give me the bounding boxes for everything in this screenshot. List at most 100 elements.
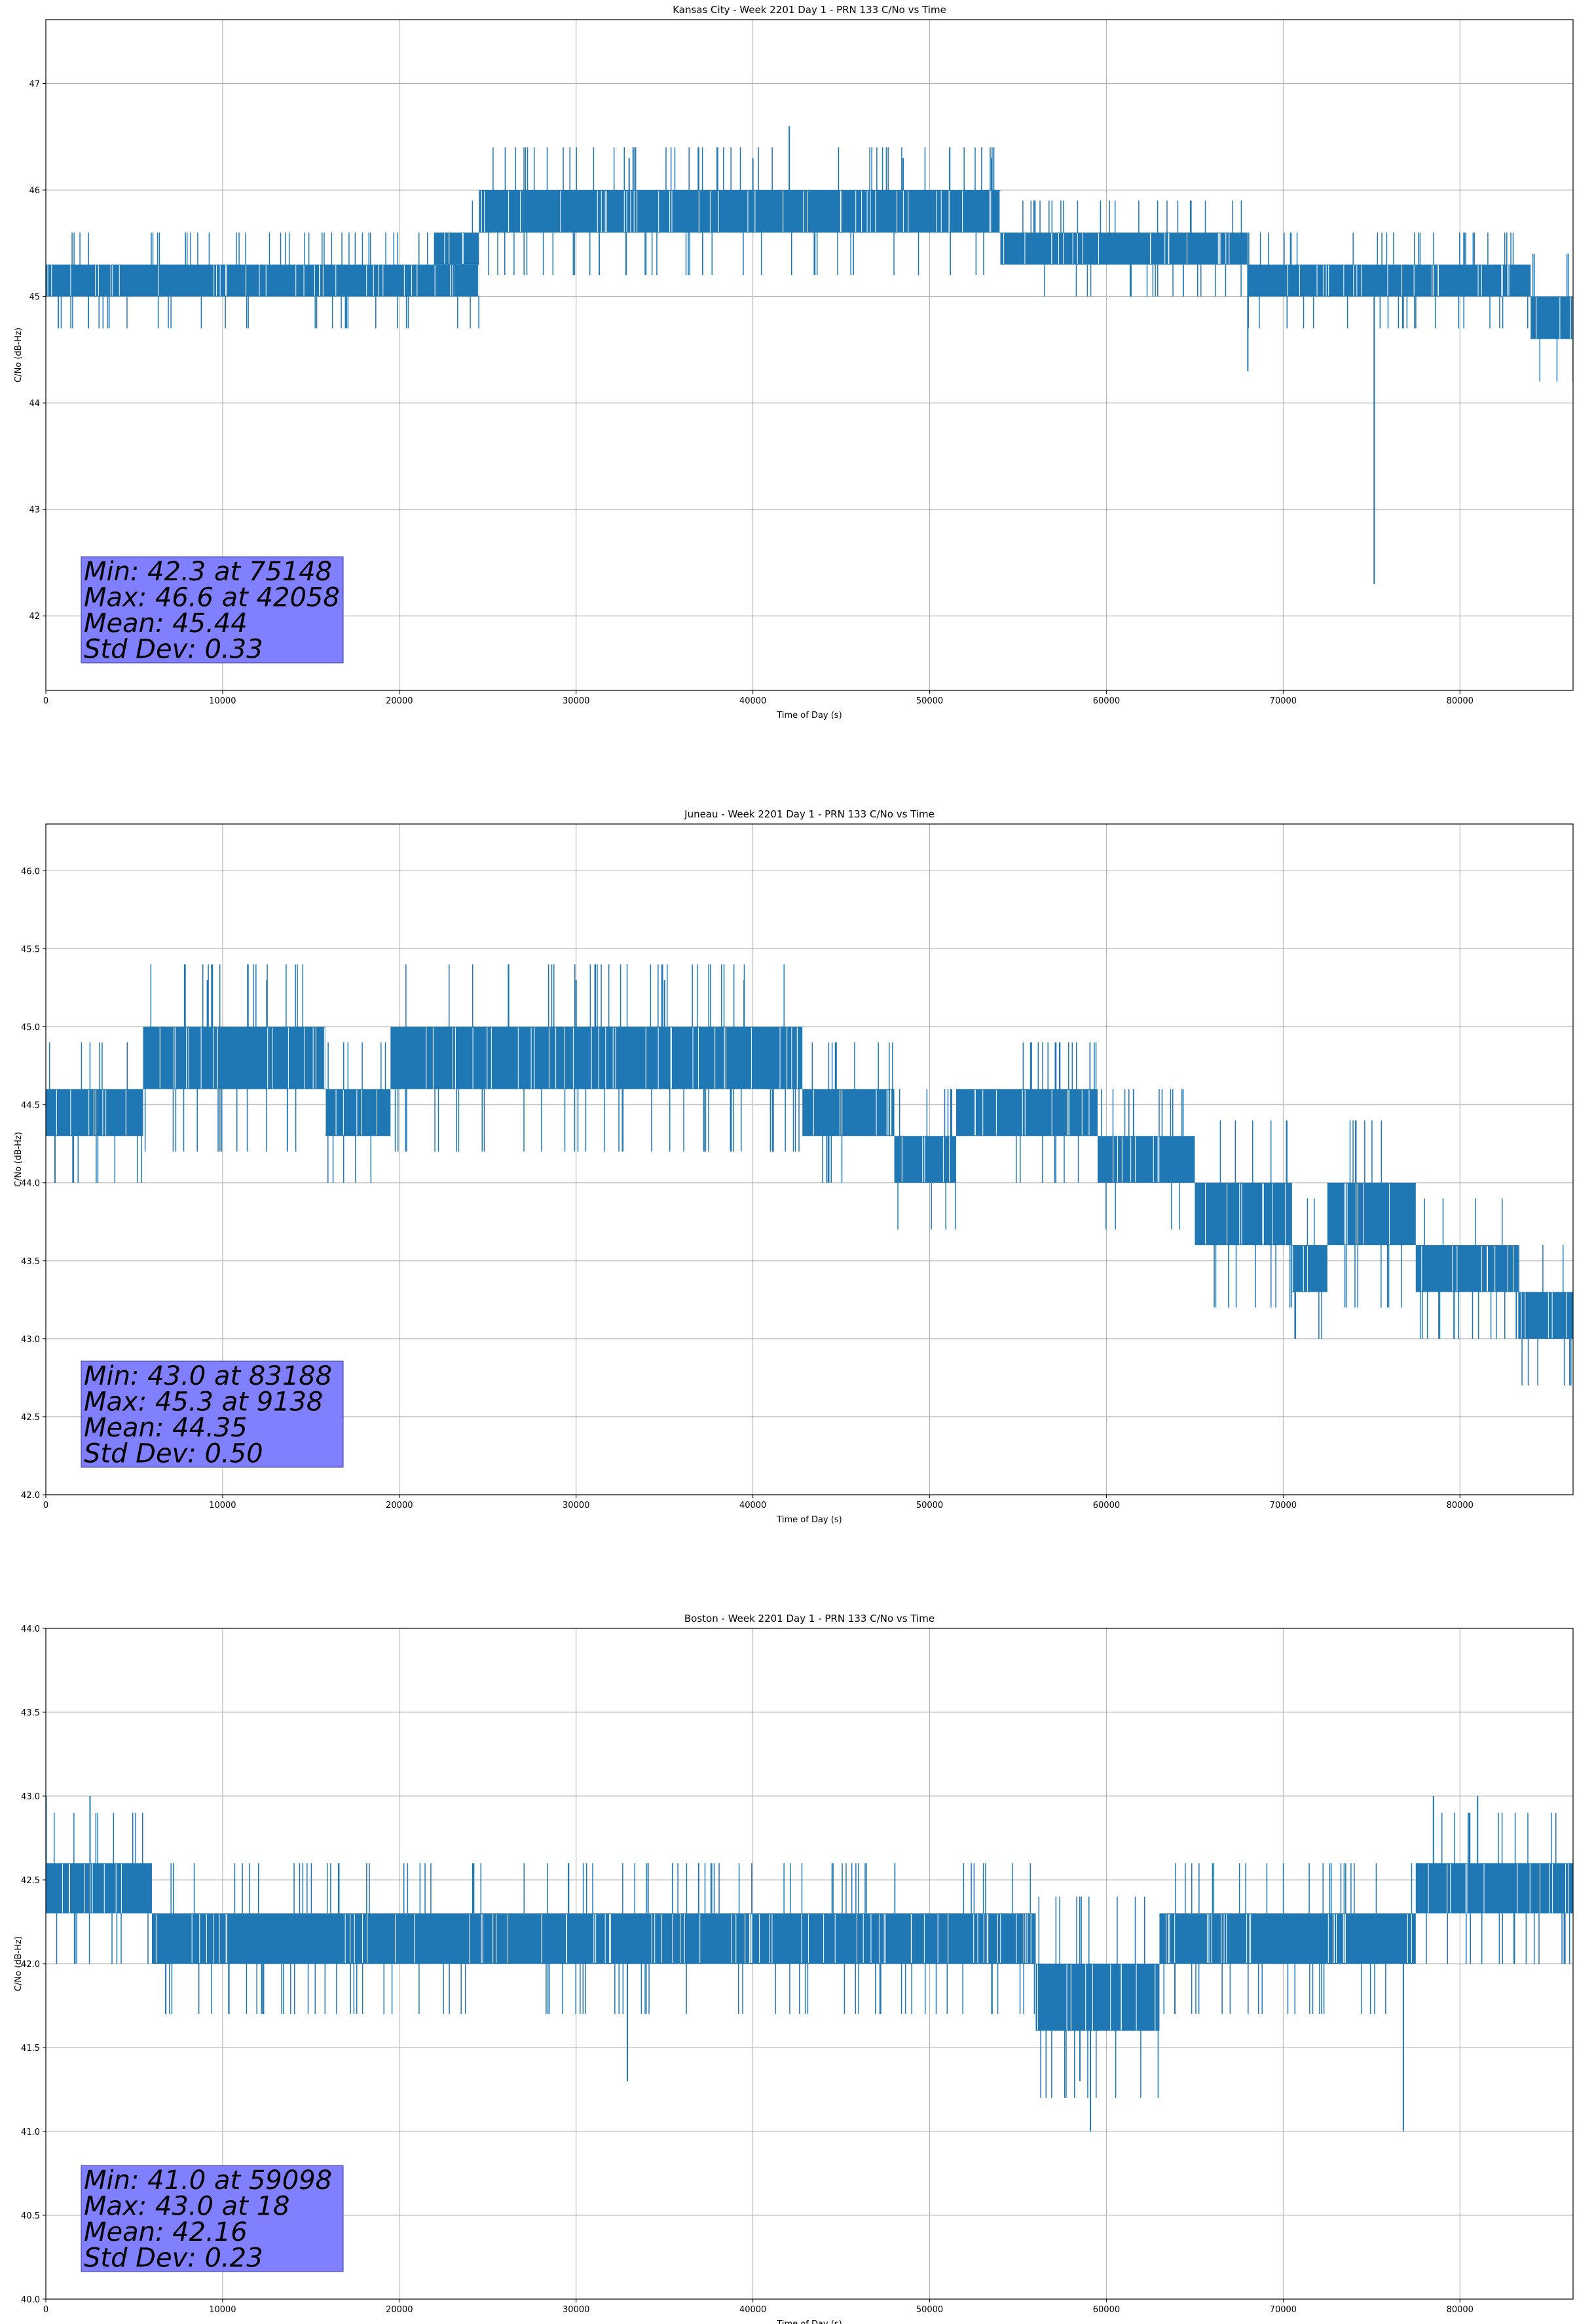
series-band <box>1518 1292 1573 1339</box>
y-tick-label: 44.0 <box>21 1624 40 1634</box>
kansas-city-x-axis-label: Time of Day (s) <box>776 711 842 721</box>
juneau-x-axis-label: Time of Day (s) <box>776 1515 842 1525</box>
series-band <box>1415 1245 1519 1292</box>
stats-mean-text: Mean: 42.16 <box>84 2217 248 2247</box>
x-tick-label: 20000 <box>386 2305 413 2315</box>
x-tick-label: 50000 <box>916 2305 943 2315</box>
series-band <box>1195 1182 1292 1245</box>
y-tick-label: 43.5 <box>21 1708 40 1718</box>
x-tick-label: 10000 <box>209 696 236 706</box>
series-band <box>46 1863 152 1914</box>
kansas-city-chart: 0 10000 20000 30000 40000 50000 60000 70000 8000… <box>14 4 1574 721</box>
series-band <box>956 1089 1098 1136</box>
y-tick-label: 45.0 <box>21 1023 40 1033</box>
boston-series <box>46 1796 1573 2131</box>
x-tick-label: 60000 <box>1093 2305 1120 2315</box>
kansas-city-series <box>46 126 1573 584</box>
y-tick-label: 40.0 <box>21 2295 40 2305</box>
stats-box-background <box>81 2165 344 2272</box>
x-tick-label: 30000 <box>563 696 589 706</box>
y-tick-label: 46.0 <box>21 867 40 876</box>
y-tick-label: 45.5 <box>21 945 40 955</box>
series-band <box>1531 296 1573 339</box>
stats-std-text: Std Dev: 0.23 <box>84 2243 263 2274</box>
y-tick-label: 44 <box>29 399 40 409</box>
y-tick-label: 41.0 <box>21 2127 40 2137</box>
y-tick-label: 43.5 <box>21 1257 40 1267</box>
x-tick-label: 80000 <box>1447 2305 1474 2315</box>
x-tick-label: 50000 <box>916 696 943 706</box>
y-tick-label: 42.0 <box>21 1960 40 1970</box>
y-tick-label: 43.0 <box>21 1792 40 1802</box>
y-tick-label: 43.0 <box>21 1335 40 1345</box>
juneau-axes-frame <box>45 823 1574 1495</box>
boston-y-axis-label: C/No (dB-Hz) <box>14 1936 24 1991</box>
series-band <box>1327 1182 1416 1245</box>
x-tick-label: 50000 <box>916 1501 943 1510</box>
series-band <box>894 1136 957 1183</box>
x-tick-label: 60000 <box>1093 1501 1120 1510</box>
series-band <box>1159 1913 1416 1964</box>
kansas-city-y-axis-label: C/No (dB-Hz) <box>14 328 24 383</box>
series-band <box>213 1913 1036 1964</box>
series-band <box>523 190 1001 233</box>
stats-mean-text: Mean: 45.44 <box>84 609 248 639</box>
series-band <box>151 1913 214 1964</box>
y-tick-label: 42.0 <box>21 1491 40 1501</box>
stats-box-background <box>81 1360 344 1468</box>
series-band <box>390 1026 803 1089</box>
x-tick-label: 30000 <box>563 1501 589 1510</box>
x-tick-label: 0 <box>43 1501 48 1510</box>
series-band <box>1097 1136 1195 1183</box>
y-tick-label: 42.5 <box>21 1876 40 1886</box>
series-band <box>46 1089 143 1136</box>
x-tick-label: 80000 <box>1447 696 1474 706</box>
x-tick-label: 70000 <box>1270 1501 1297 1510</box>
x-tick-label: 40000 <box>739 2305 766 2315</box>
x-tick-label: 20000 <box>386 696 413 706</box>
series-band <box>1221 233 1248 265</box>
boston-x-axis-label: Time of Day (s) <box>776 2319 842 2324</box>
x-tick-label: 10000 <box>209 2305 236 2315</box>
series-band <box>1415 1863 1573 1914</box>
juneau-series <box>46 964 1573 1386</box>
stats-min-text: Min: 41.0 at 59098 <box>84 2165 332 2196</box>
stats-mean-text: Mean: 44.35 <box>84 1413 248 1443</box>
x-tick-label: 30000 <box>563 2305 589 2315</box>
kansas-city-axes-frame <box>45 19 1574 691</box>
x-tick-label: 40000 <box>739 1501 766 1510</box>
x-tick-label: 0 <box>43 696 48 706</box>
series-band <box>143 1026 325 1089</box>
stats-std-text: Std Dev: 0.33 <box>84 635 263 665</box>
juneau-chart: 0 10000 20000 30000 40000 50000 60000 70000 8000… <box>14 808 1574 1525</box>
x-tick-label: 20000 <box>386 1501 413 1510</box>
y-tick-label: 41.5 <box>21 2044 40 2053</box>
y-tick-label: 46 <box>29 186 40 196</box>
x-tick-label: 40000 <box>739 696 766 706</box>
y-tick-label: 42.5 <box>21 1413 40 1423</box>
boston-chart-title: Boston - Week 2201 Day 1 - PRN 133 C/No … <box>684 1613 935 1624</box>
series-band <box>1291 1245 1327 1292</box>
x-tick-label: 70000 <box>1270 2305 1297 2315</box>
y-tick-label: 47 <box>29 80 40 90</box>
juneau-chart-title: Juneau - Week 2201 Day 1 - PRN 133 C/No … <box>684 808 935 820</box>
y-tick-label: 44.5 <box>21 1101 40 1111</box>
series-band <box>479 190 523 233</box>
x-tick-label: 80000 <box>1447 1501 1474 1510</box>
series-band <box>1248 264 1531 297</box>
stats-max-text: Max: 45.3 at 9138 <box>84 1387 323 1417</box>
series-band <box>325 1089 391 1136</box>
y-tick-label: 43 <box>29 506 40 515</box>
stats-max-text: Max: 46.6 at 42058 <box>84 583 340 613</box>
x-tick-label: 60000 <box>1093 696 1120 706</box>
x-tick-label: 0 <box>43 2305 48 2315</box>
kansas-city-chart-title: Kansas City - Week 2201 Day 1 - PRN 133 … <box>673 4 946 16</box>
series-band <box>46 264 479 297</box>
x-tick-label: 10000 <box>209 1501 236 1510</box>
y-tick-label: 44.0 <box>21 1179 40 1189</box>
stats-min-text: Min: 42.3 at 75148 <box>84 557 332 587</box>
y-tick-label: 40.5 <box>21 2211 40 2221</box>
series-band <box>802 1089 895 1136</box>
